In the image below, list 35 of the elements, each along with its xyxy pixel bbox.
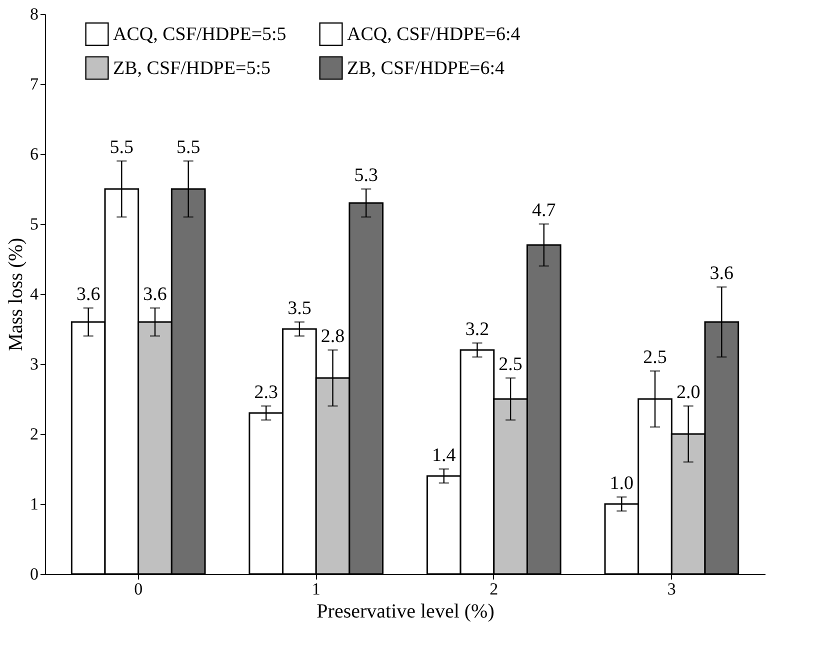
data-label: 1.4 (432, 445, 456, 466)
x-tick-label: 0 (134, 580, 143, 598)
legend-label: ACQ, CSF/HDPE=6:4 (347, 24, 521, 46)
x-axis-title: Preservative level (%) (316, 600, 494, 622)
data-label: 5.5 (110, 137, 134, 158)
y-tick-label: 2 (30, 424, 38, 444)
data-label: 3.6 (76, 284, 100, 305)
y-tick-label: 5 (30, 214, 38, 234)
data-label: 3.5 (288, 298, 312, 319)
data-label: 2.5 (498, 354, 522, 375)
data-label: 3.6 (143, 284, 167, 305)
y-tick-label: 6 (30, 144, 38, 164)
y-tick-label: 0 (30, 564, 38, 584)
y-tick-label: 7 (30, 74, 39, 94)
x-tick-label: 2 (490, 580, 498, 598)
legend-label: ZB, CSF/HDPE=6:4 (347, 58, 505, 79)
legend-label: ZB, CSF/HDPE=5:5 (113, 58, 270, 79)
data-label: 2.3 (254, 382, 278, 403)
data-label: 2.5 (643, 347, 667, 368)
data-label: 2.0 (676, 382, 700, 403)
y-tick-label: 1 (30, 494, 38, 514)
data-label: 2.8 (320, 326, 345, 347)
data-label: 5.3 (354, 165, 378, 186)
data-label: 4.7 (532, 200, 556, 221)
legend-label: ACQ, CSF/HDPE=5:5 (113, 24, 286, 46)
y-axis-title: Mass loss (%) (5, 238, 27, 352)
y-tick-label: 4 (30, 284, 39, 304)
data-label: 5.5 (176, 137, 200, 158)
data-label: 3.2 (465, 319, 490, 340)
x-tick-label: 1 (312, 580, 320, 598)
data-label: 3.6 (710, 263, 734, 284)
y-tick-label: 3 (30, 354, 38, 374)
y-tick-label: 8 (30, 4, 38, 24)
data-label: 1.0 (610, 473, 634, 494)
x-tick-label: 3 (667, 580, 676, 598)
